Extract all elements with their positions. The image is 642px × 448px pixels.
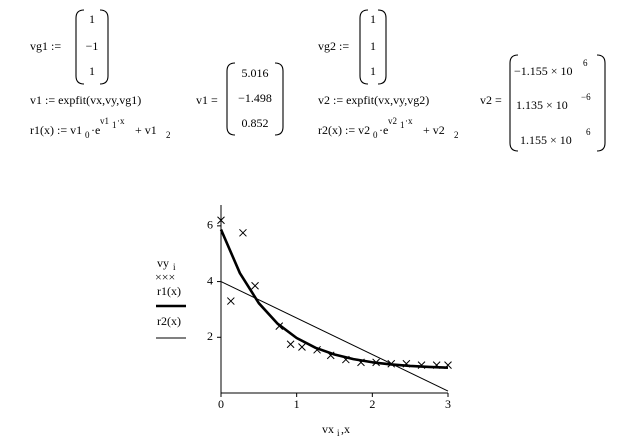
legend-label: r2(x) <box>157 314 181 328</box>
vector-entry: 1 <box>370 12 376 26</box>
v2-definition: v2 := expfit(vx,vy,vg2) <box>318 93 429 107</box>
superscript-sub: 1 <box>400 120 405 130</box>
bracket <box>75 9 85 85</box>
data-point <box>226 297 235 305</box>
bracket <box>359 9 369 85</box>
subscript: 0 <box>373 130 378 140</box>
data-point <box>286 340 295 349</box>
legend-label: r1(x) <box>157 284 181 298</box>
x-tick-label: 1 <box>294 397 300 411</box>
vector-entry: 5.016 <box>242 66 269 80</box>
exponent: 6 <box>586 127 591 137</box>
x-axis-label: ,x <box>341 422 350 436</box>
exp-e: ·e <box>91 123 100 137</box>
exponent: 6 <box>583 58 588 68</box>
y-tick-label: 6 <box>207 218 213 232</box>
subscript: 2 <box>166 130 171 140</box>
bracket <box>226 62 236 136</box>
superscript: v2 <box>388 116 397 126</box>
superscript: ·x <box>117 116 125 126</box>
x-axis-label-sub: i <box>337 428 340 438</box>
subscript: 2 <box>454 130 459 140</box>
fit-line <box>220 281 449 392</box>
vector-entry: 1 <box>370 39 376 53</box>
x-tick-label: 0 <box>218 397 224 411</box>
bracket <box>99 9 109 85</box>
superscript: ·x <box>405 116 413 126</box>
legend-subscript: i <box>173 262 176 272</box>
subscript: 0 <box>85 130 90 140</box>
vector-entry: −1.498 <box>238 91 272 105</box>
exponent: −6 <box>581 92 591 102</box>
r2-tail: + v2 <box>423 123 445 137</box>
bracket <box>509 54 519 152</box>
v2-label: v2 = <box>480 93 502 107</box>
v1-label: v1 = <box>196 93 218 107</box>
bracket <box>274 62 284 136</box>
data-point <box>239 228 247 237</box>
r2-head: r2(x) := v2 <box>318 123 370 137</box>
vector-entry: 1 <box>89 12 95 26</box>
vector-entry: −1 <box>86 39 99 53</box>
vg2-label: vg2 := <box>318 39 349 53</box>
data-point <box>251 281 259 290</box>
vector-entry: −1.155 × 10 <box>514 64 573 78</box>
vg1-label: vg1 := <box>30 39 61 53</box>
y-tick-label: 4 <box>207 273 213 287</box>
data-point <box>298 343 306 351</box>
v1-definition: v1 := expfit(vx,vy,vg1) <box>30 93 141 107</box>
vector-entry: 1.135 × 10 <box>516 98 568 112</box>
x-tick-label: 2 <box>369 397 375 411</box>
superscript: v1 <box>100 116 109 126</box>
vector-entry: 1.155 × 10 <box>520 133 572 147</box>
data-point <box>217 216 225 225</box>
x-axis-label: vx <box>322 422 334 436</box>
r1-tail: + v1 <box>135 123 157 137</box>
y-tick-label: 2 <box>207 329 213 343</box>
vector-entry: 0.852 <box>242 116 269 130</box>
vector-entry: 1 <box>370 64 376 78</box>
bracket <box>377 9 387 85</box>
legend-marker: ××× <box>155 270 175 284</box>
r1-head: r1(x) := v1 <box>30 123 82 137</box>
superscript-sub: 1 <box>112 120 117 130</box>
vector-entry: 1 <box>89 64 95 78</box>
legend-label: vy <box>157 256 169 270</box>
fit-line <box>219 229 449 370</box>
exp-e: ·e <box>379 123 388 137</box>
bracket <box>596 54 606 152</box>
x-tick-label: 3 <box>445 397 451 411</box>
